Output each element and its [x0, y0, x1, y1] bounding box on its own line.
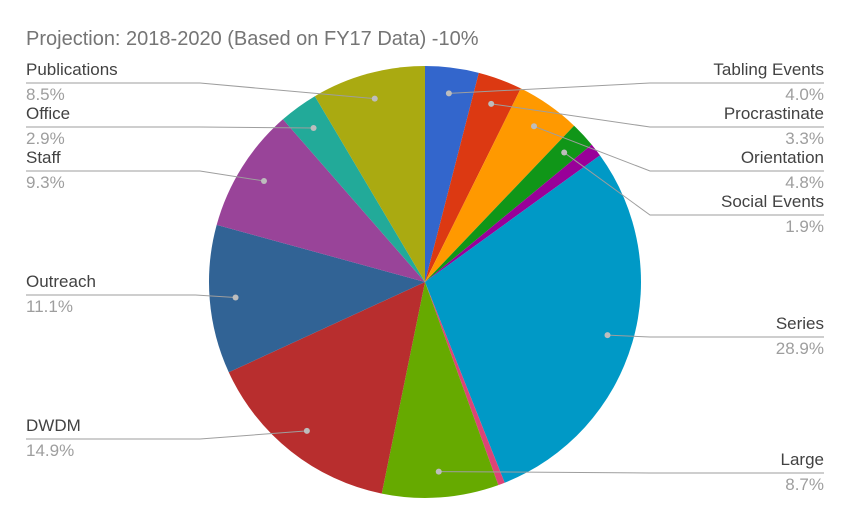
slice-value-tabling-events: 4.0%: [785, 85, 824, 104]
slice-label-procrastinate: Procrastinate: [724, 104, 824, 123]
pie-slice-social-events: [425, 125, 592, 282]
pie-slice-dwdm: [228, 282, 425, 494]
pie-slice-orientation: [425, 88, 575, 282]
slice-label-tabling-events: Tabling Events: [713, 60, 824, 79]
leader-dot-orientation: [530, 123, 537, 130]
leader-line-publications: [26, 82, 375, 100]
pie-slices: [209, 66, 641, 498]
leader-dot-social-events: [561, 149, 568, 156]
slice-label-outreach: Outreach: [26, 272, 96, 291]
leader-dot-office: [310, 125, 317, 132]
slice-value-orientation: 4.8%: [785, 173, 824, 192]
slice-label-large: Large: [781, 450, 824, 469]
chart-title: Projection: 2018-2020 (Based on FY17 Dat…: [26, 28, 479, 50]
leader-line-outreach: [26, 294, 236, 299]
leader-line-series: [607, 334, 824, 338]
pie-slice-staff: [216, 119, 425, 282]
slice-value-dwdm: 14.9%: [26, 441, 74, 460]
slice-value-series: 28.9%: [776, 339, 824, 358]
pie-slice-series: [425, 155, 641, 483]
leader-line-tabling-events: [448, 82, 824, 94]
slice-value-publications: 8.5%: [26, 85, 65, 104]
pie-slice-large: [381, 282, 499, 498]
slice-value-staff: 9.3%: [26, 173, 65, 192]
slice-value-office: 2.9%: [26, 129, 65, 148]
pie-slice-publications: [314, 66, 425, 282]
slice-label-staff: Staff: [26, 148, 61, 167]
leader-line-office: [26, 126, 314, 129]
leader-line-large: [438, 471, 824, 474]
slice-label-dwdm: DWDM: [26, 416, 81, 435]
slice-label-social-events: Social Events: [721, 192, 824, 211]
slice-value-procrastinate: 3.3%: [785, 129, 824, 148]
slice-labels: Tabling Events 4.0%Procrastinate 3.3%Orien…: [26, 60, 824, 494]
slice-label-office: Office: [26, 104, 70, 123]
slice-label-orientation: Orientation: [741, 148, 824, 167]
slice-value-social-events: 1.9%: [785, 217, 824, 236]
pie-slice-outreach: [209, 224, 425, 373]
slice-label-series: Series: [776, 314, 824, 333]
leader-dot-large: [435, 468, 442, 475]
pie-slice-tabling-events: [425, 66, 479, 282]
leader-line-social-events: [563, 152, 824, 216]
slice-value-outreach: 11.1%: [26, 297, 73, 316]
slice-label-publications: Publications: [26, 60, 118, 79]
pie-slice-procrastinate: [425, 72, 521, 283]
pie-slice-office: [282, 96, 425, 282]
leader-dot-staff: [260, 177, 267, 184]
pie-slice-unlabeled-4: [425, 144, 600, 282]
leader-dot-dwdm: [303, 427, 310, 434]
leader-line-dwdm: [26, 430, 307, 440]
leader-dot-publications: [371, 95, 378, 102]
leader-dot-series: [604, 332, 611, 339]
leader-dot-outreach: [232, 294, 239, 301]
slice-value-large: 8.7%: [785, 475, 824, 494]
leader-dot-procrastinate: [488, 100, 495, 107]
pie-slice-unlabeled-6: [425, 282, 505, 486]
leader-lines: [26, 82, 824, 475]
leader-line-staff: [26, 170, 265, 182]
leader-line-orientation: [533, 125, 824, 172]
leader-dot-tabling-events: [445, 90, 452, 97]
leader-line-procrastinate: [491, 103, 824, 128]
